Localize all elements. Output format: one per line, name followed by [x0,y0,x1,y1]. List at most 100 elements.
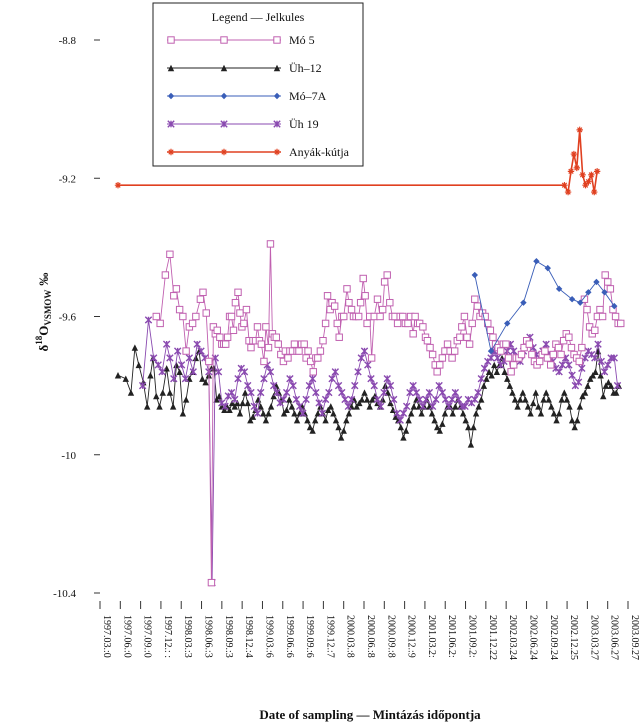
data-point [554,343,563,352]
data-point [290,340,299,348]
data-point [273,64,281,72]
data-point [510,347,518,355]
data-point [202,378,209,386]
y-tick: -10 [61,450,100,462]
x-tick: 2000.09.:8 [383,601,396,658]
y-axis-title-sub: VSMOW [43,290,53,326]
data-point [260,410,267,417]
data-point [604,278,612,286]
data-point [192,312,200,321]
data-point [166,354,174,362]
data-point [247,416,254,424]
x-tick-label: 2002.12.25 [568,615,579,660]
data-point [428,350,437,359]
x-tick-label: 2000.09.:8 [385,615,396,658]
data-point [364,361,372,369]
x-tick-label: 2002.03.24 [507,615,518,660]
data-point [607,354,615,362]
x-tick: 2000.06.:8 [363,601,376,658]
data-point [541,347,549,355]
x-tick-label: 2003.09.27 [629,615,639,660]
data-point [323,292,332,300]
data-point [491,361,498,369]
data-point [240,319,248,328]
data-point [545,396,552,403]
data-point [428,410,436,417]
data-point [266,240,275,248]
data-point [486,326,495,335]
data-point [419,402,427,411]
x-tick: 2001.06.2: [444,601,457,658]
data-point [471,395,479,404]
x-tick-label: 2000.12.:9 [406,615,417,658]
data-point [555,410,563,417]
data-point [335,333,343,341]
data-point [272,333,280,341]
data-point [240,368,249,376]
x-tick: 2000.03.:8 [343,601,356,658]
data-point [234,375,242,383]
data-point [393,409,401,417]
legend-entry: Mó–7A [167,89,327,103]
data-point [153,392,160,400]
data-point [286,396,293,403]
data-point [267,403,275,410]
data-point [322,416,329,424]
data-point [558,396,565,403]
data-point [227,388,236,397]
data-point [565,361,573,369]
x-tick: 2001.09.2: [465,601,478,658]
data-point [598,312,607,321]
data-point [257,403,264,410]
data-point [361,292,369,300]
y-tick: -9.6 [59,312,100,324]
data-point [594,340,602,348]
data-point [354,312,363,321]
data-point [305,381,314,390]
data-point [335,423,342,431]
x-tick-label: 2001.06.2: [446,615,457,658]
data-point [370,381,378,390]
data-point [321,319,330,328]
x-tick: 1999.06.:6 [282,601,295,658]
x-tick-label: 1998.06.:3 [203,615,214,658]
data-point [253,323,262,331]
data-point [312,388,320,397]
data-point [448,395,456,404]
legend-label: Üh 19 [289,117,319,131]
data-point [563,396,571,403]
data-point [197,347,205,355]
data-point [567,168,575,175]
x-tick-label: 1998.12.:4 [243,615,254,658]
data-point [274,340,282,348]
data-point [535,357,544,366]
data-point [270,392,277,400]
data-point [250,402,258,411]
data-point [363,319,371,328]
data-point [593,278,600,286]
data-point [344,402,352,411]
data-point [292,395,301,404]
data-point [519,389,526,396]
data-point [334,381,343,390]
data-point [367,354,376,362]
data-point [387,399,394,407]
data-point [380,278,389,286]
data-point [356,399,363,407]
data-point [465,423,472,431]
data-point [433,368,441,376]
data-point [345,410,353,417]
data-point [528,350,536,359]
x-tick-label: 2001.03.2: [426,615,437,658]
data-point [192,354,200,362]
data-point [591,354,599,362]
data-point [409,381,417,390]
data-point [433,423,441,431]
data-point [214,368,223,376]
data-point [445,402,453,411]
data-point [399,409,408,417]
data-point [483,375,490,382]
data-point [367,375,375,383]
data-point [509,389,516,396]
x-tick: 1997.12.: : [160,601,173,658]
